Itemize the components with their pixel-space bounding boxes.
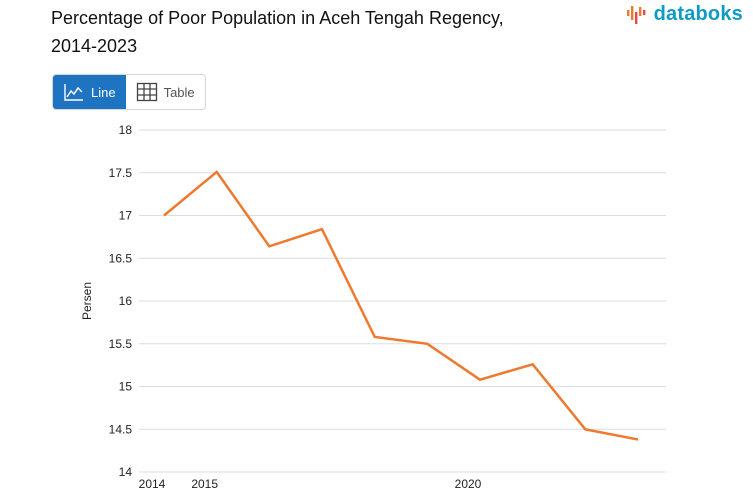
y-tick-label: 18	[119, 123, 133, 137]
y-tick-label: 14.5	[109, 422, 133, 436]
y-tick-label: 16.5	[109, 251, 133, 265]
series-line[interactable]	[163, 170, 639, 441]
data-point[interactable]	[161, 213, 167, 219]
data-point[interactable]	[424, 341, 430, 347]
data-point[interactable]	[372, 334, 378, 340]
data-point[interactable]	[582, 426, 588, 432]
y-axis-label: Persen	[80, 282, 94, 320]
data-point[interactable]	[266, 243, 272, 249]
line-chart-icon	[64, 84, 83, 101]
data-point[interactable]	[635, 437, 641, 443]
y-tick-label: 17.5	[109, 166, 133, 180]
x-tick-label: 2014	[139, 477, 166, 491]
y-tick-label: 15.5	[109, 337, 133, 351]
brand-name: databoks	[653, 3, 743, 25]
y-tick-label: 14	[119, 465, 133, 479]
databoks-bars-icon	[626, 5, 645, 24]
y-tick-label: 17	[119, 209, 133, 223]
y-tick-label: 15	[119, 380, 133, 394]
chart-title-line2: 2014-2023	[51, 36, 138, 56]
grid-lines	[139, 129, 666, 473]
data-point[interactable]	[477, 377, 483, 383]
table-view-button[interactable]: Table	[125, 75, 205, 109]
databoks-logo[interactable]: databoks	[626, 3, 743, 26]
x-tick-label: 2020	[455, 477, 482, 491]
y-tick-label: 16	[119, 294, 133, 308]
line-button-label: Line	[91, 84, 116, 100]
table-grid-icon	[136, 82, 157, 102]
table-button-label: Table	[163, 84, 195, 100]
chart-title: Percentage of Poor Population in Aceh Te…	[51, 4, 571, 60]
chart-title-line1: Percentage of Poor Population in Aceh Te…	[51, 8, 504, 28]
x-axis-ticks: 2014 2015 2020	[139, 477, 482, 491]
data-point[interactable]	[214, 169, 220, 175]
x-tick-label: 2015	[191, 477, 218, 491]
y-axis-ticks: 14 14.5 15 15.5 16 16.5 17 17.5 18	[109, 123, 133, 479]
line-view-button[interactable]: Line	[53, 75, 126, 109]
view-toggle: Line Table	[52, 74, 206, 110]
data-point[interactable]	[530, 361, 536, 367]
series-layer	[161, 169, 641, 443]
data-point[interactable]	[319, 226, 325, 232]
